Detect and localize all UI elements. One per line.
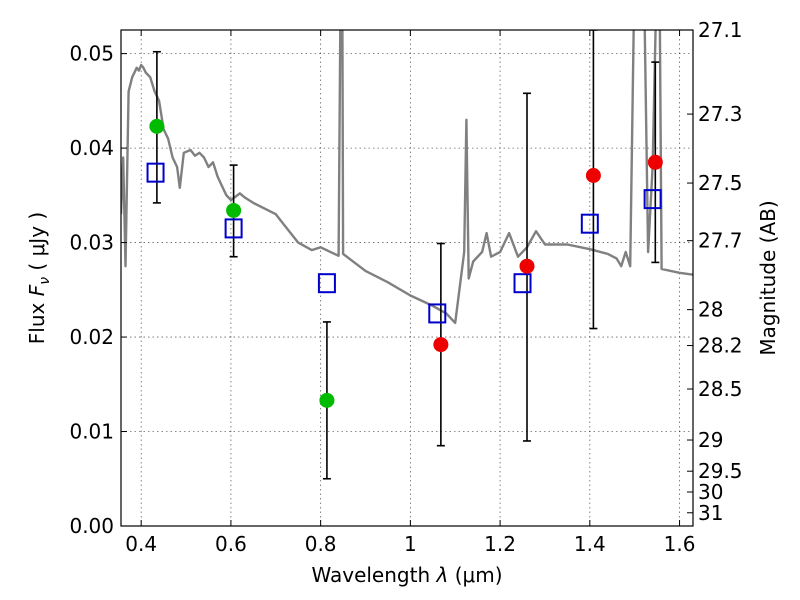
y2-tick-label: 27.7 — [698, 229, 743, 253]
y-tick-label: 0.00 — [69, 514, 114, 538]
x-tick-label: 0.4 — [125, 532, 157, 556]
y2-tick-label: 28 — [698, 298, 723, 322]
y2-tick-label: 28.5 — [698, 377, 743, 401]
x-tick-label: 1.6 — [664, 532, 696, 556]
y-tick-label: 0.03 — [69, 231, 114, 255]
grid-lines — [121, 30, 693, 527]
y2-tick-label: 28.2 — [698, 334, 743, 358]
model-photometry-square — [146, 162, 165, 183]
y-axis-title: Flux Fν ( μJy ) — [25, 212, 53, 344]
y2-tick-label: 27.5 — [698, 171, 743, 195]
x-tick-label: 1.2 — [484, 532, 516, 556]
y2-tick-label: 27.3 — [698, 102, 743, 126]
x-tick-label: 1 — [404, 532, 417, 556]
model-photometry-square — [317, 273, 336, 294]
model-photometry-square — [513, 273, 532, 294]
observed-flux-point — [585, 167, 601, 183]
y2-tick-label: 30 — [698, 480, 723, 504]
observed-flux-point — [226, 202, 242, 218]
plot-area — [121, 30, 693, 480]
model-photometry-square — [428, 303, 447, 324]
observed-flux-point — [519, 258, 535, 274]
model-photometry-square — [580, 213, 599, 234]
observed-flux-point — [319, 392, 335, 408]
model-sed-line — [121, 30, 693, 325]
x-tick-label: 1.4 — [574, 532, 606, 556]
x-axis-title: Wavelength λ (μm) — [311, 563, 502, 587]
y-tick-label: 0.04 — [69, 136, 114, 160]
model-photometry-square — [643, 189, 662, 210]
observed-flux-point — [433, 337, 449, 353]
x-tick-label: 0.6 — [215, 532, 247, 556]
y-tick-label: 0.02 — [69, 325, 114, 349]
x-tick-label: 0.8 — [305, 532, 337, 556]
observed-flux-point — [647, 154, 663, 170]
y2-axis-title: Magnitude (AB) — [756, 200, 780, 355]
y2-tick-label: 31 — [698, 501, 723, 525]
y-tick-label: 0.01 — [69, 420, 114, 444]
y2-tick-label: 29.5 — [698, 459, 743, 483]
axes: 0.4 0.6 0.8 1 1.2 1.4 1.6 0.00 0.01 0.02 0.03 0.04 0… — [69, 18, 742, 556]
model-photometry-square — [224, 218, 243, 239]
plot-frame — [120, 29, 694, 527]
y2-tick-label: 27.1 — [698, 18, 743, 42]
y2-tick-label: 29 — [698, 428, 723, 452]
y-tick-label: 0.05 — [69, 42, 114, 66]
observed-flux-point — [149, 118, 165, 134]
